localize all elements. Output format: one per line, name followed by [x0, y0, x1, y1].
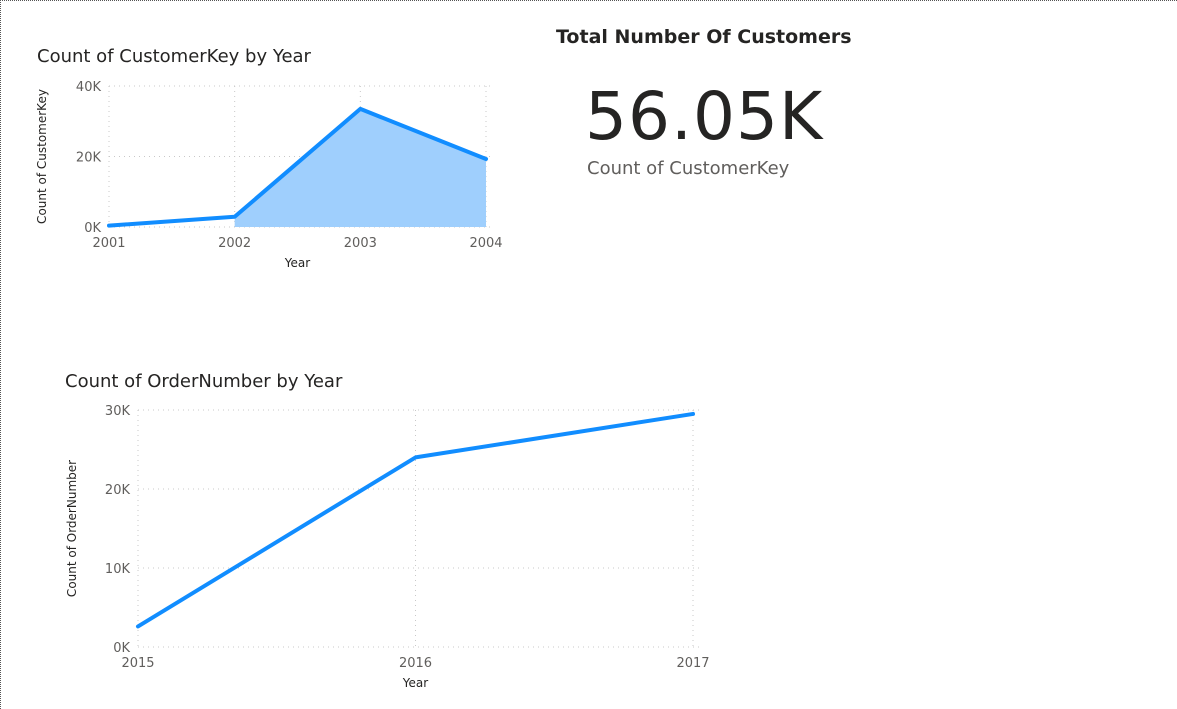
card-label: Count of CustomerKey [587, 158, 790, 179]
card-title: Total Number Of Customers [556, 26, 852, 48]
x-tick-label: 2003 [344, 236, 377, 251]
y-tick-label: 30K [105, 404, 131, 419]
x-tick-label: 2016 [399, 656, 432, 671]
y-tick-label: 10K [105, 562, 131, 577]
y-tick-label: 20K [105, 483, 131, 498]
y-tick-label: 40K [76, 80, 102, 95]
x-axis-title: Year [284, 256, 310, 270]
series-line [107, 106, 488, 228]
chart-title-orders: Count of OrderNumber by Year [65, 371, 343, 392]
x-tick-label: 2015 [121, 656, 154, 671]
x-tick-label: 2017 [676, 656, 709, 671]
y-tick-label: 0K [113, 641, 130, 656]
x-axis-title: Year [402, 676, 428, 690]
x-tick-label: 2001 [92, 236, 125, 251]
y-tick-label: 20K [76, 151, 102, 166]
y-axis-title: Count of CustomerKey [35, 89, 49, 224]
chart-title-customers: Count of CustomerKey by Year [37, 46, 311, 67]
series-line [136, 411, 695, 629]
x-tick-label: 2002 [218, 236, 251, 251]
y-tick-label: 0K [84, 221, 101, 236]
data-point [690, 411, 696, 417]
y-axis-title: Count of OrderNumber [65, 460, 79, 597]
x-tick-label: 2004 [469, 236, 502, 251]
card-value: 56.05K [585, 78, 824, 155]
data-point [135, 623, 141, 629]
area-fill [234, 108, 486, 227]
data-point [413, 454, 419, 460]
